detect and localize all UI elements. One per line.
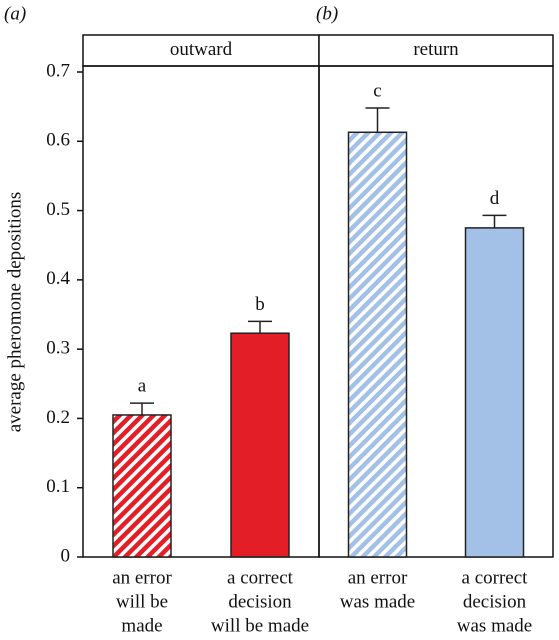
y-tick-label: 0.6: [46, 130, 70, 151]
y-tick-label: 0.5: [46, 199, 70, 220]
x-tick-label: was made: [457, 615, 532, 636]
strip-label: return: [413, 39, 459, 60]
y-tick-label: 0.2: [46, 407, 70, 428]
x-tick-label: will be: [116, 591, 168, 612]
y-tick-label: 0.4: [46, 268, 70, 289]
significance-letter: b: [255, 294, 265, 315]
bar: [230, 332, 290, 558]
panel-label: (a): [4, 3, 26, 24]
panel-label: (b): [316, 3, 338, 24]
x-tick-label: decision: [463, 591, 527, 612]
significance-letter: d: [490, 188, 500, 209]
x-tick-label: an error: [348, 567, 408, 588]
bar: [112, 414, 172, 558]
y-tick-label: 0.7: [46, 60, 70, 81]
bar: [347, 131, 408, 558]
strip: [82, 34, 320, 67]
significance-letter: c: [373, 80, 381, 101]
x-tick-label: a correct: [462, 567, 529, 588]
significance-letter: a: [138, 376, 147, 397]
bar: [464, 227, 525, 558]
y-tick-label: 0.3: [46, 338, 70, 359]
y-tick-label: 0.1: [46, 476, 70, 497]
y-tick-label: 0: [61, 545, 71, 566]
strip-label: outward: [170, 39, 233, 60]
x-tick-label: will be made: [211, 615, 309, 636]
x-tick-label: decision: [228, 591, 292, 612]
x-tick-label: a correct: [227, 567, 294, 588]
x-tick-label: made: [121, 615, 162, 636]
x-tick-label: an error: [112, 567, 172, 588]
panel-frame: [318, 65, 554, 558]
x-tick-label: was made: [340, 591, 415, 612]
y-axis-label: average pheromone depositions: [4, 192, 25, 433]
